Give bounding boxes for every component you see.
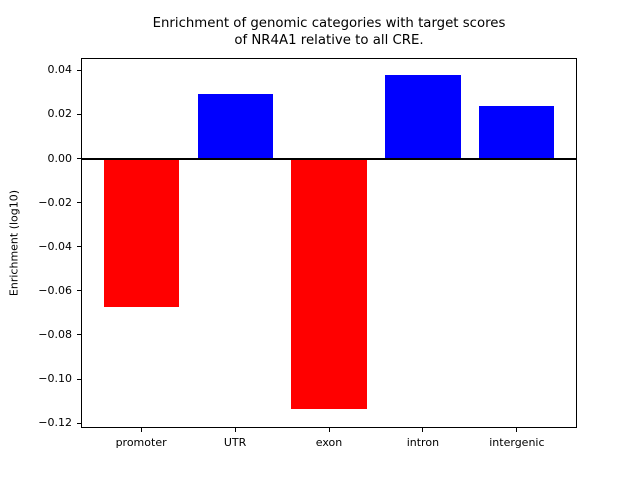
x-tick-label-intron: intron xyxy=(406,436,440,449)
x-tick-label-intergenic: intergenic xyxy=(489,436,545,449)
x-tick-mark xyxy=(140,428,142,432)
y-tick-mark xyxy=(77,69,81,71)
y-tick-mark xyxy=(77,378,81,380)
y-tick-label: −0.02 xyxy=(38,195,72,209)
y-tick-label: −0.12 xyxy=(38,416,72,430)
y-tick-label: −0.10 xyxy=(38,372,72,385)
y-tick-mark xyxy=(77,422,81,424)
y-tick-mark xyxy=(77,334,81,336)
y-tick-mark xyxy=(77,158,81,159)
x-tick-mark xyxy=(328,428,330,432)
x-tick-label-promoter: promoter xyxy=(115,436,167,449)
x-tick-mark xyxy=(234,428,236,432)
y-tick-mark xyxy=(77,202,81,204)
zero-line xyxy=(81,157,577,160)
y-tick-mark xyxy=(77,113,81,115)
bar-promoter xyxy=(103,158,179,308)
x-tick-mark xyxy=(516,428,518,432)
y-tick-label: −0.08 xyxy=(38,327,72,341)
y-tick-mark xyxy=(77,290,81,292)
y-tick-label: 0.00 xyxy=(47,151,73,165)
y-tick-label: −0.04 xyxy=(38,239,72,253)
x-tick-label-exon: exon xyxy=(315,436,343,449)
x-tick-mark xyxy=(422,428,424,432)
bar-UTR xyxy=(197,93,273,159)
chart-title: Enrichment of genomic categories with ta… xyxy=(152,16,506,48)
y-tick-label: −0.06 xyxy=(38,283,72,297)
bar-exon xyxy=(291,158,367,409)
y-tick-label: 0.04 xyxy=(47,63,73,77)
y-tick-mark xyxy=(77,246,81,248)
bar-intron xyxy=(385,74,461,159)
y-tick-label: 0.02 xyxy=(47,107,73,121)
x-tick-label-UTR: UTR xyxy=(223,436,247,449)
bar-intergenic xyxy=(479,106,555,159)
